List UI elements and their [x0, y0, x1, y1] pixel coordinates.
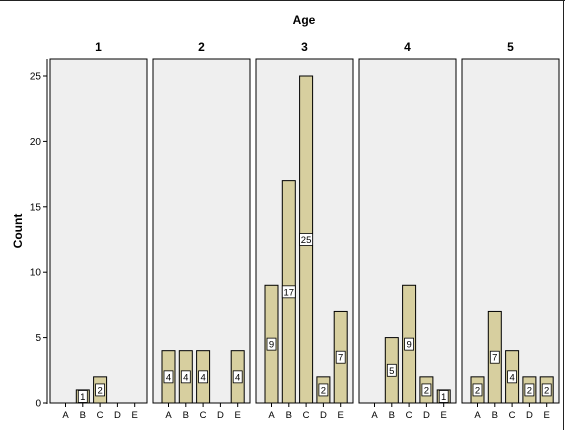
x-tick-label-B: B — [286, 410, 292, 421]
x-tick-label-D: D — [423, 410, 430, 421]
data-label-3-D: 2 — [321, 385, 326, 396]
data-label-3-B: 17 — [284, 287, 295, 298]
x-tick-label-B: B — [492, 410, 498, 421]
x-tick-label-E: E — [132, 410, 138, 421]
data-label-3-E: 7 — [338, 353, 343, 364]
data-label-4-D: 2 — [424, 385, 429, 396]
x-tick-label-E: E — [338, 410, 344, 421]
data-label-box-3-A — [266, 337, 277, 351]
x-tick-label-D: D — [114, 410, 121, 421]
x-tick-label-C: C — [200, 410, 207, 421]
x-tick-label-D: D — [217, 410, 224, 421]
x-tick-label-B: B — [80, 410, 86, 421]
data-label-box-4-B — [386, 363, 397, 377]
data-label-box-5-E — [541, 383, 552, 397]
data-label-box-5-D — [524, 383, 535, 397]
x-tick-label-C: C — [303, 410, 310, 421]
data-label-5-D: 2 — [527, 385, 532, 396]
x-tick-label-A: A — [268, 410, 275, 421]
x-tick-label-C: C — [97, 410, 104, 421]
data-label-3-A: 9 — [269, 340, 274, 351]
data-label-5-C: 4 — [509, 372, 514, 383]
data-label-box-3-C — [299, 233, 314, 246]
y-tick-label: 5 — [35, 333, 41, 344]
data-label-box-4-D — [421, 383, 432, 397]
data-label-3-C: 25 — [301, 235, 312, 246]
chart-title: Age — [293, 13, 316, 27]
x-tick-label-B: B — [389, 410, 395, 421]
data-label-box-3-B — [281, 285, 296, 299]
data-label-5-E: 2 — [544, 385, 549, 396]
panel-label-3: 3 — [301, 40, 308, 54]
y-tick-label: 20 — [30, 137, 42, 148]
y-tick-label: 10 — [30, 268, 42, 279]
data-label-box-4-C — [404, 337, 415, 351]
x-tick-label-A: A — [474, 410, 481, 421]
panel-1 — [49, 58, 148, 404]
data-label-box-1-C — [95, 383, 105, 397]
data-label-2-B: 4 — [183, 372, 188, 383]
y-tick-label: 15 — [30, 202, 42, 213]
x-tick-label-A: A — [165, 410, 172, 421]
data-label-4-C: 9 — [406, 340, 411, 351]
data-label-box-2-A — [163, 370, 174, 384]
data-label-box-3-D — [318, 383, 329, 397]
data-label-box-5-B — [489, 350, 500, 364]
x-tick-label-D: D — [526, 410, 533, 421]
frame-border-top — [0, 0, 565, 1]
data-label-5-B: 7 — [492, 353, 497, 364]
x-tick-label-D: D — [320, 410, 327, 421]
x-tick-label-C: C — [406, 410, 413, 421]
panel-label-4: 4 — [404, 40, 411, 54]
y-tick-label: 0 — [35, 399, 41, 410]
x-tick-label-E: E — [544, 410, 550, 421]
panel-label-2: 2 — [198, 40, 205, 54]
data-label-2-C: 4 — [200, 372, 205, 383]
data-label-box-2-C — [198, 370, 209, 384]
data-label-box-5-C — [507, 370, 518, 384]
frame-border-right — [563, 0, 564, 430]
y-axis-label: Count — [11, 214, 25, 249]
data-label-1-C: 2 — [97, 385, 102, 396]
x-tick-label-C: C — [509, 410, 516, 421]
panel-5 — [461, 58, 560, 404]
data-label-5-A: 2 — [475, 385, 480, 396]
x-tick-label-E: E — [235, 410, 241, 421]
x-tick-label-B: B — [183, 410, 189, 421]
data-label-4-B: 5 — [389, 366, 394, 377]
y-tick-label: 25 — [30, 72, 42, 83]
x-tick-label-A: A — [62, 410, 69, 421]
data-label-box-4-E — [438, 390, 449, 403]
panel-label-1: 1 — [95, 40, 102, 54]
x-tick-label-A: A — [371, 410, 378, 421]
data-label-box-2-E — [232, 370, 243, 384]
data-label-2-A: 4 — [166, 372, 171, 383]
x-tick-label-E: E — [441, 410, 447, 421]
data-label-1-B: 1 — [80, 392, 85, 403]
data-label-4-E: 1 — [441, 392, 446, 403]
data-label-box-1-B — [77, 390, 88, 403]
data-label-2-E: 4 — [235, 372, 240, 383]
data-label-box-2-B — [180, 370, 191, 384]
panel-label-5: 5 — [507, 40, 514, 54]
data-label-box-5-A — [472, 383, 483, 397]
data-label-box-3-E — [335, 350, 346, 364]
